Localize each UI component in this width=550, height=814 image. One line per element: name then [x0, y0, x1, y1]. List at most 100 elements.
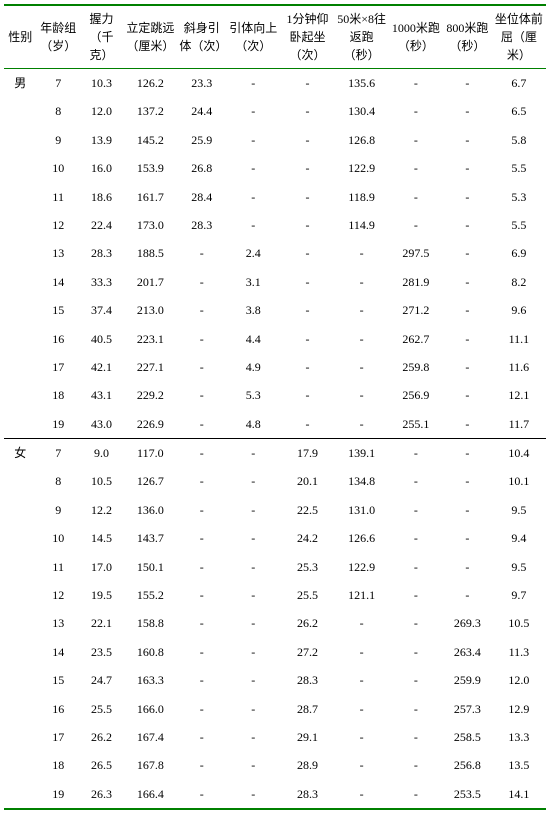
- cell: -: [280, 296, 334, 324]
- cell: 4.8: [226, 410, 280, 439]
- cell: -: [280, 211, 334, 239]
- cell: 40.5: [80, 325, 123, 353]
- cell: -: [443, 325, 492, 353]
- table-row: 1433.3201.7-3.1--281.9-8.2: [4, 268, 546, 296]
- cell: -: [389, 553, 443, 581]
- table-row: 1640.5223.1-4.4--262.7-11.1: [4, 325, 546, 353]
- sex-label: 女: [4, 439, 37, 810]
- cell: 257.3: [443, 695, 492, 723]
- cell: 126.8: [335, 126, 389, 154]
- cell: 122.9: [335, 154, 389, 182]
- cell: -: [389, 695, 443, 723]
- cell: 229.2: [123, 381, 177, 409]
- cell: 145.2: [123, 126, 177, 154]
- cell: -: [226, 154, 280, 182]
- table-row: 1524.7163.3--28.3--259.912.0: [4, 666, 546, 694]
- table-row: 912.2136.0--22.5131.0--9.5: [4, 496, 546, 524]
- cell: 5.5: [492, 154, 546, 182]
- cell: 11.7: [492, 410, 546, 439]
- cell: 43.1: [80, 381, 123, 409]
- table-row: 1926.3166.4--28.3--253.514.1: [4, 780, 546, 809]
- cell: -: [177, 296, 226, 324]
- cell: -: [226, 638, 280, 666]
- cell: 16.0: [80, 154, 123, 182]
- cell: 5.3: [226, 381, 280, 409]
- cell: -: [335, 638, 389, 666]
- cell: 131.0: [335, 496, 389, 524]
- col-header: 年龄组（岁）: [37, 5, 80, 69]
- cell: 8: [37, 467, 80, 495]
- cell: 134.8: [335, 467, 389, 495]
- cell: 17: [37, 723, 80, 751]
- cell: -: [335, 381, 389, 409]
- cell: 13.3: [492, 723, 546, 751]
- cell: 14.5: [80, 524, 123, 552]
- cell: -: [177, 638, 226, 666]
- table-header-row: 性别年龄组（岁）握力（千克）立定跳远（厘米）斜身引体（次）引体向上（次）1分钟仰…: [4, 5, 546, 69]
- cell: 258.5: [443, 723, 492, 751]
- cell: -: [335, 410, 389, 439]
- cell: -: [226, 211, 280, 239]
- cell: 33.3: [80, 268, 123, 296]
- cell: 10.5: [80, 467, 123, 495]
- cell: 26.5: [80, 751, 123, 779]
- cell: -: [335, 723, 389, 751]
- cell: 28.3: [177, 211, 226, 239]
- cell: -: [226, 524, 280, 552]
- cell: -: [226, 126, 280, 154]
- cell: -: [389, 638, 443, 666]
- cell: 9: [37, 496, 80, 524]
- cell: 269.3: [443, 609, 492, 637]
- cell: 18: [37, 751, 80, 779]
- cell: 259.8: [389, 353, 443, 381]
- cell: -: [226, 723, 280, 751]
- cell: 13.9: [80, 126, 123, 154]
- cell: -: [335, 268, 389, 296]
- table-row: 1118.6161.728.4--118.9--5.3: [4, 183, 546, 211]
- cell: 6.7: [492, 69, 546, 98]
- cell: 160.8: [123, 638, 177, 666]
- cell: -: [177, 496, 226, 524]
- cell: -: [335, 666, 389, 694]
- cell: 26.8: [177, 154, 226, 182]
- cell: 24.7: [80, 666, 123, 694]
- cell: 167.4: [123, 723, 177, 751]
- cell: 42.1: [80, 353, 123, 381]
- cell: -: [389, 126, 443, 154]
- cell: 22.5: [280, 496, 334, 524]
- cell: 29.1: [280, 723, 334, 751]
- cell: -: [443, 239, 492, 267]
- cell: 14: [37, 638, 80, 666]
- cell: -: [443, 524, 492, 552]
- cell: 10: [37, 154, 80, 182]
- table-row: 810.5126.7--20.1134.8--10.1: [4, 467, 546, 495]
- cell: 15: [37, 296, 80, 324]
- col-header: 斜身引体（次）: [177, 5, 226, 69]
- cell: 126.6: [335, 524, 389, 552]
- cell: -: [177, 780, 226, 809]
- cell: -: [443, 154, 492, 182]
- cell: -: [389, 211, 443, 239]
- cell: -: [280, 325, 334, 353]
- cell: 12.0: [80, 97, 123, 125]
- cell: 136.0: [123, 496, 177, 524]
- col-header: 引体向上（次）: [226, 5, 280, 69]
- cell: -: [177, 723, 226, 751]
- cell: 126.2: [123, 69, 177, 98]
- table-row: 1117.0150.1--25.3122.9--9.5: [4, 553, 546, 581]
- cell: -: [226, 97, 280, 125]
- cell: 201.7: [123, 268, 177, 296]
- cell: 24.2: [280, 524, 334, 552]
- cell: 155.2: [123, 581, 177, 609]
- cell: 12.9: [492, 695, 546, 723]
- cell: 173.0: [123, 211, 177, 239]
- cell: -: [443, 97, 492, 125]
- cell: -: [226, 553, 280, 581]
- cell: 11.3: [492, 638, 546, 666]
- cell: 3.8: [226, 296, 280, 324]
- cell: 43.0: [80, 410, 123, 439]
- cell: -: [177, 581, 226, 609]
- cell: 9.5: [492, 496, 546, 524]
- cell: -: [177, 439, 226, 468]
- cell: -: [177, 524, 226, 552]
